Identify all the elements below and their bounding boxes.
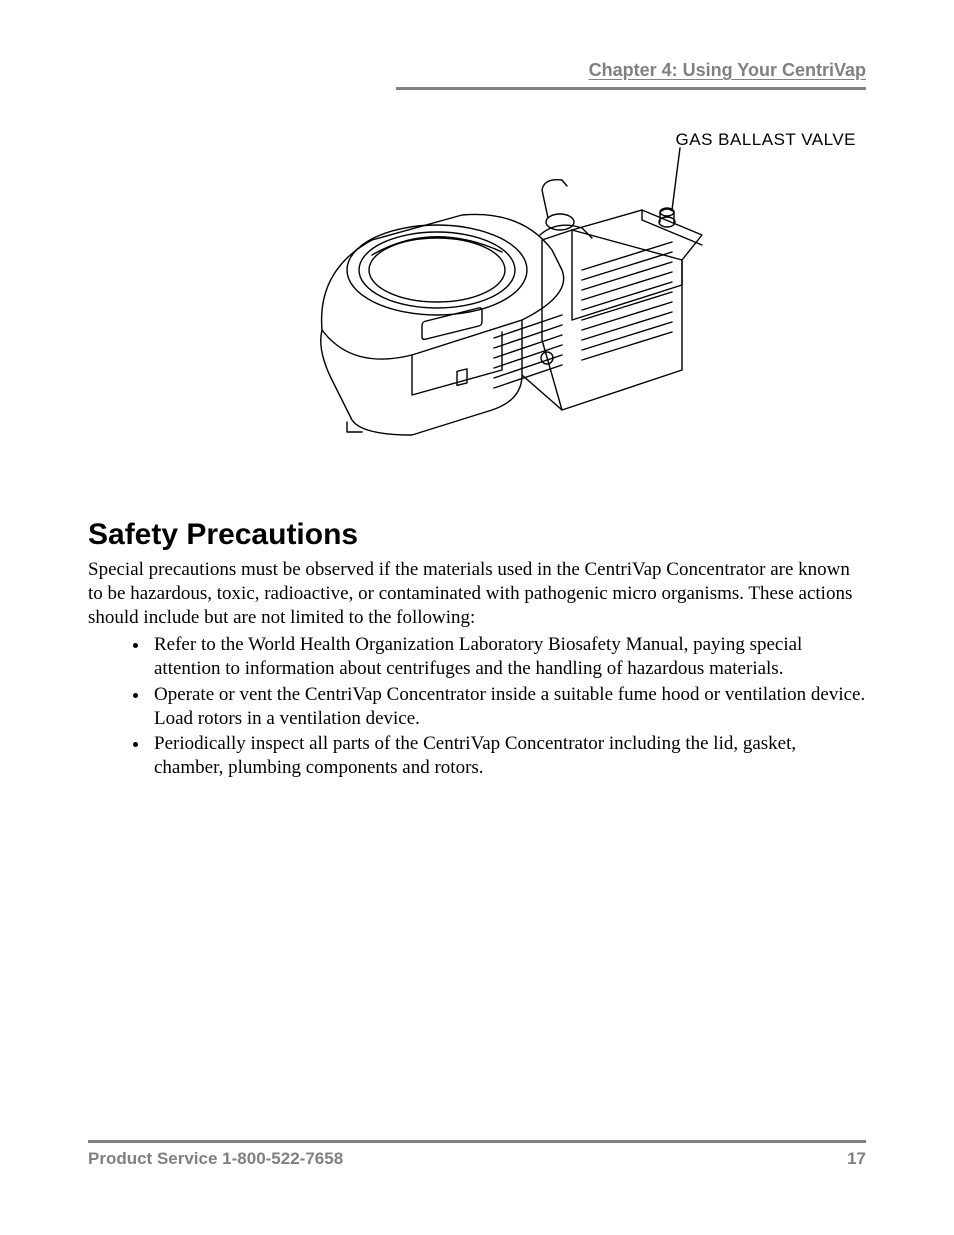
safety-bullet-list: Refer to the World Health Organization L…	[88, 633, 866, 780]
safety-precautions-heading: Safety Precautions	[88, 518, 866, 552]
page-header: Chapter 4: Using Your CentriVap	[396, 60, 866, 90]
device-figure: GAS BALLAST VALVE	[88, 120, 866, 460]
list-item: Operate or vent the CentriVap Concentrat…	[150, 683, 866, 731]
safety-intro-paragraph: Special precautions must be observed if …	[88, 558, 866, 629]
gas-ballast-valve-label: GAS BALLAST VALVE	[676, 130, 856, 150]
list-item: Periodically inspect all parts of the Ce…	[150, 732, 866, 780]
centrivap-line-drawing	[262, 120, 722, 450]
footer-rule	[88, 1140, 866, 1143]
footer-service-text: Product Service 1-800-522-7658	[88, 1149, 343, 1169]
page-number: 17	[847, 1149, 866, 1169]
list-item: Refer to the World Health Organization L…	[150, 633, 866, 681]
